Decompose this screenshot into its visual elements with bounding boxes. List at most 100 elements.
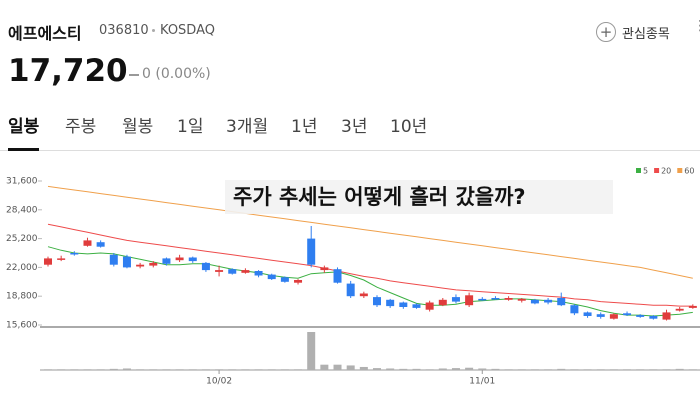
candle-body: [109, 254, 118, 265]
candle-body: [346, 283, 355, 297]
tab[interactable]: 일봉: [8, 112, 40, 151]
volume-bar: [688, 369, 697, 370]
moving-average-line: [47, 185, 693, 279]
volume-bar: [280, 369, 289, 370]
stock-name: 에프에스티: [8, 24, 82, 43]
volume-bar: [465, 367, 474, 370]
volume-bar: [188, 369, 197, 370]
tab-bar: 일봉 주봉 월봉 1일 3개월 1년 3년 10년: [0, 108, 700, 151]
candle-body: [201, 262, 210, 271]
tab[interactable]: 1년: [291, 117, 318, 137]
volume-bar: [636, 369, 645, 370]
separator-dot: [152, 29, 155, 32]
volume-bar: [320, 364, 329, 370]
candle-body: [517, 298, 526, 301]
y-tick-label: 25,200: [6, 234, 38, 244]
candle-body: [596, 314, 605, 317]
legend-swatch: [654, 168, 660, 173]
volume-bar: [544, 369, 553, 370]
candle-body: [228, 269, 237, 274]
volume-bar: [478, 368, 487, 370]
candle-body: [491, 298, 500, 300]
more-menu[interactable]: ⋮: [693, 18, 700, 34]
candle-body: [320, 267, 329, 271]
volume-bar: [649, 369, 658, 370]
volume-bar: [359, 366, 368, 370]
volume-bar: [530, 369, 539, 370]
candle-body: [175, 257, 184, 261]
volume-bar: [438, 368, 447, 370]
x-tick-label: 10/02: [206, 377, 232, 387]
candle-body: [70, 253, 79, 255]
candle-body: [136, 264, 145, 267]
volume-bar: [228, 369, 237, 370]
volume-bar: [215, 369, 224, 370]
candle-body: [688, 305, 697, 308]
candle-body: [451, 297, 460, 302]
candle-body: [623, 313, 632, 316]
volume-bar: [122, 368, 131, 370]
price: 17,720: [8, 53, 128, 89]
volume-bar: [491, 368, 500, 370]
candle-body: [583, 312, 592, 316]
moving-average-line: [47, 246, 693, 317]
legend-label: 60: [684, 167, 694, 176]
tab[interactable]: 3년: [341, 117, 368, 137]
volume-bar: [412, 368, 421, 370]
volume-bar: [609, 369, 618, 370]
volume-bar: [557, 368, 566, 370]
volume-bar: [70, 369, 79, 370]
tab[interactable]: 3개월: [226, 117, 269, 137]
candle-body: [609, 314, 618, 319]
volume-bar: [333, 364, 342, 370]
volume-bar: [57, 369, 66, 370]
candle-body: [636, 315, 645, 317]
annotation: 주가 추세는 어떻게 흘러 갔을까?: [233, 185, 526, 209]
candle-body: [478, 298, 487, 301]
candle-body: [399, 302, 408, 307]
change-icon: [129, 74, 139, 76]
volume-bar: [373, 368, 381, 370]
tab[interactable]: 1일: [177, 117, 204, 137]
legend-swatch: [677, 168, 683, 173]
candle-body: [570, 305, 579, 314]
watch-button[interactable]: 관심종목: [622, 27, 670, 42]
candle-body: [504, 298, 513, 300]
candle-body: [96, 242, 105, 247]
candle-body: [530, 299, 539, 304]
candle-body: [438, 299, 447, 306]
legend-swatch: [636, 168, 641, 173]
legend-label: 5: [643, 167, 648, 176]
volume-bar: [675, 368, 684, 370]
candle-body: [412, 304, 421, 308]
chart: 31,600 28,400 25,200 22,000 18,800 15,600 5 20 6…: [6, 167, 700, 387]
volume-bar: [44, 369, 52, 370]
y-tick-label: 31,600: [6, 177, 38, 187]
volume-bar: [399, 368, 408, 370]
volume-bar: [175, 369, 184, 370]
candle-body: [44, 258, 52, 265]
candle-body: [254, 271, 263, 276]
watch-icon[interactable]: +: [596, 22, 616, 42]
volume-bar: [241, 369, 250, 370]
tab[interactable]: 월봉: [122, 117, 154, 137]
candle-body: [294, 280, 303, 283]
candle-body: [359, 293, 368, 297]
volume-bar: [425, 369, 434, 370]
volume-bar: [294, 369, 303, 370]
candle-body: [649, 316, 658, 319]
candle-body: [122, 256, 131, 268]
volume-bar: [136, 369, 145, 370]
tab[interactable]: 10년: [390, 117, 428, 137]
volume-bar: [149, 369, 158, 370]
candle-body: [544, 299, 553, 303]
volume-bar: [346, 365, 355, 370]
candle-body: [675, 308, 684, 311]
volume-bar: [307, 332, 316, 370]
volume-bar: [201, 369, 210, 370]
x-tick-label: 11/01: [469, 377, 495, 387]
volume-bar: [596, 369, 605, 370]
candle-body: [188, 257, 197, 262]
tab[interactable]: 주봉: [65, 117, 97, 137]
